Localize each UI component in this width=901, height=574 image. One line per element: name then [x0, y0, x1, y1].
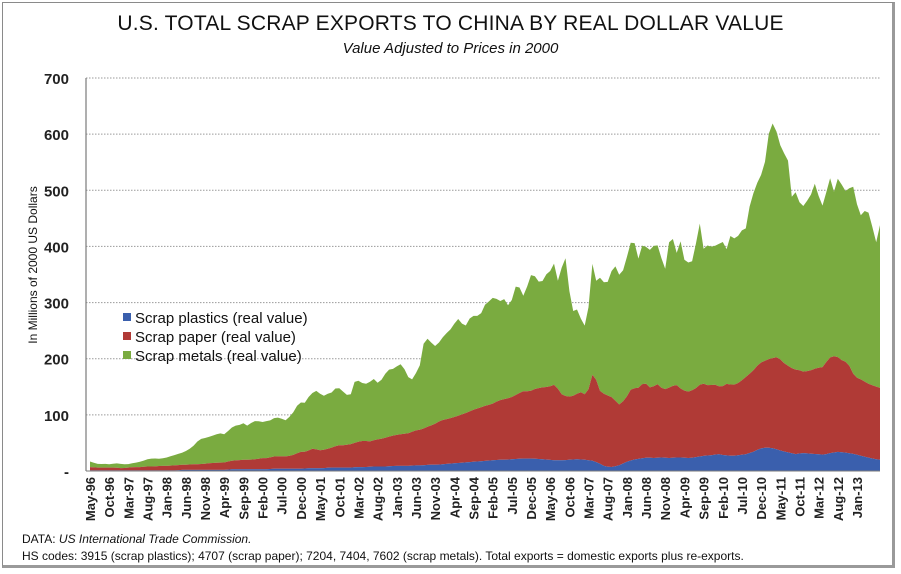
y-tick-label: 300	[44, 296, 69, 313]
legend: Scrap plastics (real value) Scrap paper …	[123, 309, 308, 366]
x-tick-label: Apr-04	[447, 476, 462, 518]
x-tick-label: Oct-06	[562, 477, 577, 517]
legend-swatch-paper	[123, 331, 131, 340]
footer-data-source-name: US International Trade Commission.	[58, 532, 252, 546]
area-scrap-plastics	[90, 447, 880, 471]
x-tick-label: Feb-05	[486, 477, 501, 519]
y-tick-label: 500	[44, 183, 69, 200]
legend-item-paper: Scrap paper (real value)	[123, 328, 308, 347]
x-tick-label: Jun-03	[409, 477, 424, 519]
footer-data-prefix: DATA:	[22, 532, 56, 546]
x-tick-label: Sep-99	[236, 477, 251, 520]
area-scrap-metals	[90, 123, 880, 469]
x-tick-label: Mar-97	[121, 477, 136, 519]
y-tick-label: 400	[44, 239, 69, 256]
x-tick-label: Aug-07	[601, 477, 616, 521]
x-tick-label: Aug-97	[141, 477, 156, 521]
x-tick-label: Dec-05	[524, 477, 539, 520]
y-tick-label: 700	[44, 71, 69, 88]
x-tick-label: Mar-12	[812, 477, 827, 519]
area-scrap-paper	[90, 356, 880, 471]
y-tick-label: 100	[44, 408, 69, 425]
legend-label-plastics: Scrap plastics (real value)	[135, 310, 308, 327]
x-tick-label: Oct-01	[332, 477, 347, 517]
y-tick-label: 600	[44, 127, 69, 144]
legend-label-metals: Scrap metals (real value)	[135, 348, 302, 365]
x-tick-label: Jul-10	[735, 477, 750, 515]
x-tick-label: Dec-00	[294, 477, 309, 520]
x-tick-label: Nov-98	[198, 477, 213, 520]
x-tick-label: Jan-03	[390, 477, 405, 518]
legend-swatch-metals	[123, 350, 131, 359]
x-tick-label: Jun-08	[639, 477, 654, 519]
x-tick-label: Apr-09	[677, 477, 692, 518]
x-tick-label: Sep-09	[697, 477, 712, 520]
x-tick-label: May-11	[773, 477, 788, 520]
x-tick-label: Sep-04	[467, 476, 482, 519]
x-tick-label: May-96	[83, 477, 98, 521]
chart-title: U.S. TOTAL SCRAP EXPORTS TO CHINA BY REA…	[117, 12, 784, 35]
x-tick-label: Apr-99	[217, 477, 232, 518]
x-tick-label: May-06	[543, 477, 558, 521]
x-tick-label: Oct-11	[793, 477, 808, 517]
legend-label-paper: Scrap paper (real value)	[135, 329, 296, 346]
x-tick-label: Jul-00	[275, 477, 290, 515]
legend-swatch-plastics	[123, 312, 131, 321]
x-tick-label: Mar-07	[582, 477, 597, 519]
y-tick-label: 200	[44, 352, 69, 369]
x-tick-label: Nov-03	[428, 477, 443, 520]
legend-item-metals: Scrap metals (real value)	[123, 347, 308, 366]
x-tick-label: Feb-10	[716, 477, 731, 519]
x-tick-label: Aug-02	[371, 477, 386, 521]
x-tick-label: Oct-96	[102, 477, 117, 517]
x-tick-label: Jan-08	[620, 477, 635, 518]
x-tick-label: Mar-02	[351, 477, 366, 519]
x-tick-label: Nov-08	[658, 477, 673, 520]
footer-hs-codes: HS codes: 3915 (scrap plastics); 4707 (s…	[22, 549, 744, 563]
x-tick-label: Jan-13	[850, 477, 865, 518]
x-tick-label: Jul-05	[505, 477, 520, 515]
x-tick-label: Jun-98	[179, 477, 194, 519]
x-tick-label: Dec-10	[754, 477, 769, 520]
legend-item-plastics: Scrap plastics (real value)	[123, 309, 308, 328]
footer-data-source: DATA: US International Trade Commission.	[22, 532, 251, 546]
y-tick-label: -	[64, 464, 69, 481]
x-tick-label: Jan-98	[160, 477, 175, 518]
chart-subtitle: Value Adjusted to Prices in 2000	[342, 40, 559, 57]
x-tick-label: May-01	[313, 477, 328, 521]
x-tick-label: Aug-12	[831, 477, 846, 521]
x-tick-label: Feb-00	[256, 477, 271, 519]
